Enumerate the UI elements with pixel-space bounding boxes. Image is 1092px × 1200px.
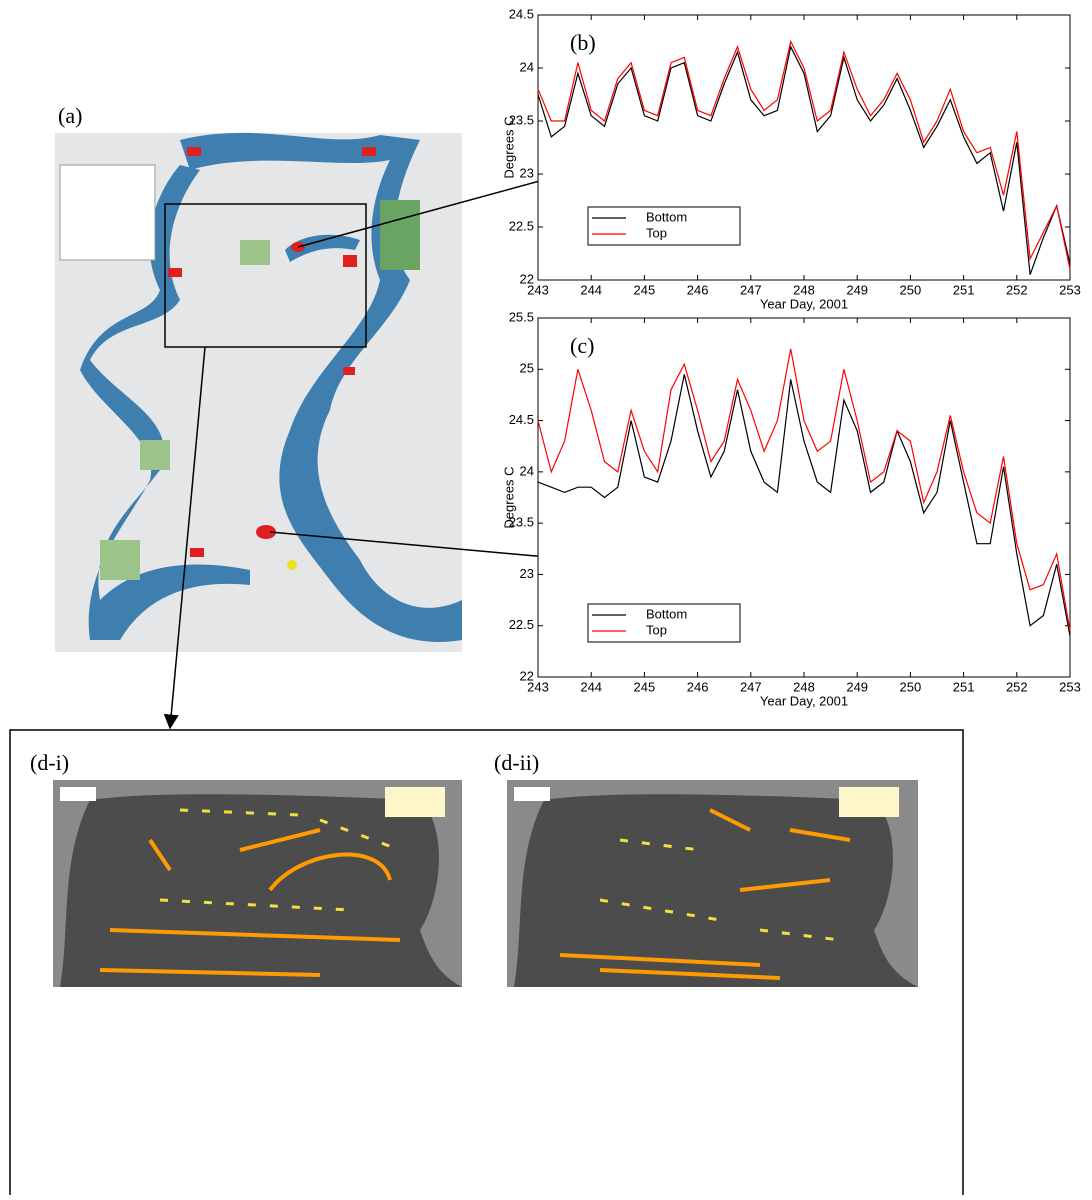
x-tick-label: 245 — [634, 282, 656, 297]
velocity-image — [53, 780, 462, 987]
x-tick-label: 248 — [793, 679, 815, 694]
data-line — [537, 348, 1071, 631]
y-tick-label: 24.5 — [509, 6, 534, 21]
x-tick-label: 247 — [740, 282, 762, 297]
y-tick-label: 25.5 — [509, 309, 534, 324]
arrow — [163, 346, 206, 730]
legend-box — [587, 206, 741, 246]
x-tick-label: 243 — [527, 679, 549, 694]
y-tick-label: 22 — [520, 271, 534, 286]
data-line — [537, 44, 1071, 275]
panel-label: (c) — [570, 333, 594, 358]
x-tick-label: 253 — [1059, 679, 1081, 694]
x-tick-label: 248 — [793, 282, 815, 297]
panel-label: (d-ii) — [494, 750, 539, 775]
y-tick-label: 24 — [520, 59, 534, 74]
x-axis-label: Year Day, 2001 — [760, 693, 848, 708]
map — [55, 132, 462, 652]
x-tick-label: 246 — [687, 679, 709, 694]
legend-label: Top — [646, 225, 667, 240]
panel-label: (b) — [570, 30, 596, 55]
y-tick-label: 23 — [520, 566, 534, 581]
arrow — [269, 531, 582, 567]
y-tick-label: 24 — [520, 463, 534, 478]
x-tick-label: 244 — [580, 679, 602, 694]
arrow — [297, 166, 582, 248]
x-tick-label: 246 — [687, 282, 709, 297]
data-line — [537, 374, 1071, 637]
x-tick-label: 247 — [740, 679, 762, 694]
y-axis-label: Degrees C — [501, 116, 516, 178]
x-tick-label: 250 — [900, 282, 922, 297]
y-tick-label: 25 — [520, 361, 534, 376]
panel-label: (d-i) — [30, 750, 69, 775]
y-tick-label: 24.5 — [509, 412, 534, 427]
x-tick-label: 253 — [1059, 282, 1081, 297]
y-axis-label: Degrees C — [501, 466, 516, 528]
y-tick-label: 23.5 — [509, 112, 534, 127]
x-tick-label: 251 — [953, 282, 975, 297]
y-tick-label: 22.5 — [509, 218, 534, 233]
panel-frame — [9, 729, 964, 1195]
y-tick-label: 22 — [520, 668, 534, 683]
y-tick-label: 22.5 — [509, 617, 534, 632]
x-axis-label: Year Day, 2001 — [760, 296, 848, 311]
x-tick-label: 252 — [1006, 679, 1028, 694]
legend-label: Bottom — [646, 209, 687, 224]
x-tick-label: 250 — [900, 679, 922, 694]
x-tick-label: 244 — [580, 282, 602, 297]
legend-box — [587, 603, 741, 643]
legend-label: Top — [646, 622, 667, 637]
velocity-image — [507, 780, 918, 987]
x-tick-label: 249 — [846, 282, 868, 297]
x-tick-label: 249 — [846, 679, 868, 694]
x-tick-label: 245 — [634, 679, 656, 694]
data-line — [537, 39, 1071, 270]
y-tick-label: 23.5 — [509, 515, 534, 530]
x-tick-label: 252 — [1006, 282, 1028, 297]
legend-label: Bottom — [646, 606, 687, 621]
panel-label: (a) — [58, 103, 82, 128]
x-tick-label: 243 — [527, 282, 549, 297]
y-tick-label: 23 — [520, 165, 534, 180]
x-tick-label: 251 — [953, 679, 975, 694]
